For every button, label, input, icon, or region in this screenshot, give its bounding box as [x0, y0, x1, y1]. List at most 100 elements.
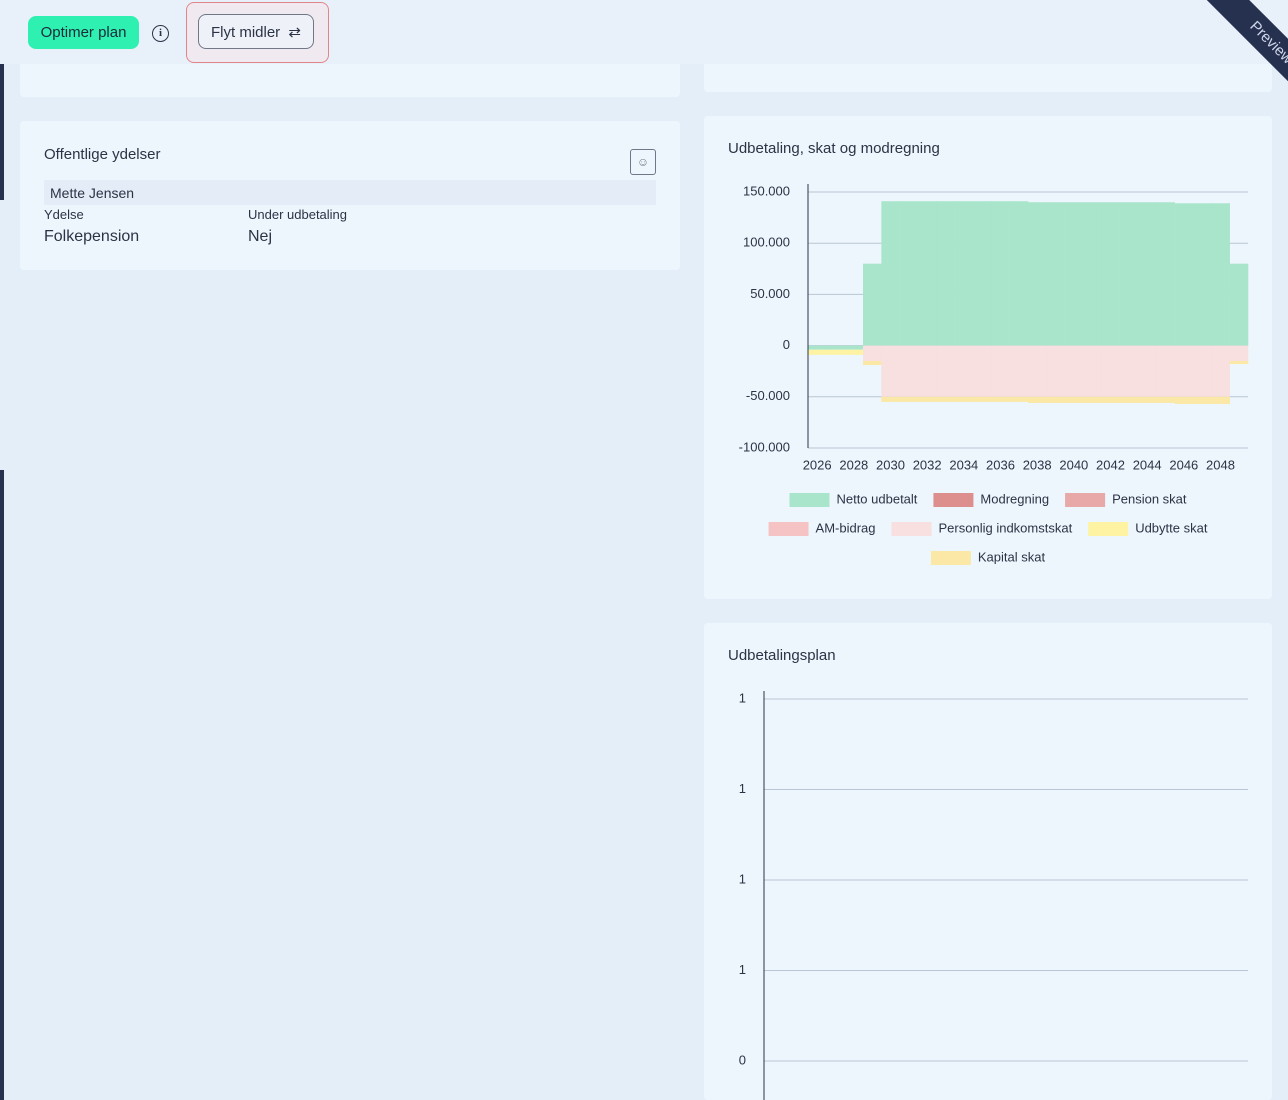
person-row: Mette Jensen: [44, 180, 656, 205]
bar-segment: [899, 201, 919, 346]
x-tick-label: 2034: [949, 457, 978, 472]
bar-segment: [1046, 396, 1065, 403]
toolbar: Optimer plan i Flyt midler ⇄: [0, 0, 1288, 64]
bar-segment: [1119, 396, 1139, 403]
legend-label: Modregning: [980, 491, 1049, 506]
x-tick-label: 2032: [913, 457, 942, 472]
bar-segment: [1119, 202, 1139, 346]
legend-swatch: [933, 493, 974, 507]
chart-card: Udbetalingsplan 1 1 1 1 0: [704, 623, 1272, 1100]
x-tick-label: 2046: [1169, 457, 1198, 472]
highlight-box: Flyt midler ⇄: [186, 2, 329, 63]
bar-segment: [1101, 202, 1120, 346]
person-name: Mette Jensen: [50, 185, 135, 201]
bar-segment: [1138, 202, 1157, 346]
bar-segment: [1174, 396, 1194, 404]
chart-card: Udbetaling, skat og modregning 150.000 10…: [704, 116, 1272, 599]
cell: Nej: [248, 228, 273, 245]
legend-label: Udbytte skat: [1135, 520, 1208, 535]
y-tick-label: 100.000: [743, 235, 790, 250]
legend-swatch: [930, 551, 971, 565]
bar-segment: [1009, 396, 1029, 402]
bar-segment: [899, 345, 919, 397]
x-tick-label: 2036: [986, 457, 1015, 472]
legend-swatch: [1088, 522, 1129, 536]
bar-segment: [1028, 396, 1047, 403]
bar-segment: [954, 201, 974, 346]
x-tick-label: 2026: [803, 457, 832, 472]
legend-label: Netto udbetalt: [836, 491, 917, 506]
bar-segment: [1193, 396, 1212, 404]
optimize-button[interactable]: Optimer plan: [28, 16, 139, 49]
button-label: Flyt midler: [211, 24, 281, 41]
legend-label: Personlig indkomstskat: [939, 520, 1073, 535]
bar-segment: [1211, 203, 1230, 346]
chart-title: Udbetaling, skat og modregning: [728, 140, 940, 157]
bar-segment: [936, 345, 955, 397]
bar-segment: [1174, 345, 1194, 397]
bar-segment: [918, 201, 937, 346]
column-header: Ydelse: [44, 207, 84, 222]
y-tick-label: 50.000: [750, 286, 790, 301]
info-icon[interactable]: i: [152, 25, 169, 42]
bar-segment: [1193, 345, 1212, 397]
bar-segment: [1101, 396, 1120, 403]
move-funds-button[interactable]: Flyt midler ⇄: [198, 14, 314, 49]
bar-segment: [1046, 202, 1065, 346]
chart-title: Udbetalingsplan: [728, 647, 836, 664]
bar-segment: [1083, 202, 1102, 346]
legend-label: AM-bidrag: [816, 520, 876, 535]
bar-segment: [863, 360, 882, 366]
chart: Udbetalingsplan 1 1 1 1 0: [728, 647, 1248, 1100]
bar-segment: [844, 345, 864, 350]
bar-segment: [808, 345, 827, 350]
bar-segment: [936, 201, 955, 346]
bar-segment: [1156, 202, 1175, 346]
bar-segment: [1156, 396, 1175, 403]
bar-segment: [1193, 203, 1212, 346]
y-tick-label: 0: [739, 1052, 746, 1067]
bar-segment: [1229, 263, 1249, 346]
x-tick-label: 2048: [1206, 457, 1235, 472]
legend-label: Pension skat: [1112, 491, 1187, 506]
legend-swatch: [891, 522, 932, 536]
legend-swatch: [1065, 493, 1106, 507]
y-tick-label: 1: [739, 871, 746, 886]
bar-segment: [1083, 396, 1102, 403]
x-tick-label: 2042: [1096, 457, 1125, 472]
x-tick-label: 2040: [1059, 457, 1088, 472]
bar-segment: [973, 201, 992, 346]
bar-segment: [1046, 345, 1065, 397]
bar-segment: [1211, 396, 1230, 404]
bar-segment: [1229, 345, 1249, 361]
bar-segment: [1211, 345, 1230, 397]
benefits-card: Offentlige ydelser ☺ Mette Jensen Ydelse…: [20, 121, 680, 270]
bar-segment: [863, 263, 882, 346]
legend-swatch: [789, 493, 830, 507]
bar-segment: [1009, 201, 1029, 346]
bar-segment: [991, 396, 1010, 402]
bar-segment: [899, 396, 919, 402]
legend-label: Kapital skat: [978, 549, 1046, 564]
bar-segment: [1101, 345, 1120, 397]
column-header: Under udbetaling: [248, 207, 348, 222]
bar-segment: [1156, 345, 1175, 397]
legend-swatch: [768, 522, 809, 536]
bar-segment: [973, 396, 992, 402]
bar-segment: [1174, 203, 1194, 346]
bar-segment: [991, 201, 1010, 346]
x-tick-label: 2030: [876, 457, 905, 472]
y-tick-label: -50.000: [746, 388, 790, 403]
bar-segment: [881, 345, 900, 397]
bar-segment: [826, 345, 845, 350]
people-icon[interactable]: ☺: [630, 149, 656, 175]
card-title: Offentlige ydelser: [44, 146, 161, 163]
y-tick-label: 1: [739, 690, 746, 705]
bar-segment: [881, 396, 900, 402]
bar-segment: [918, 396, 937, 402]
bar-segment: [826, 349, 845, 355]
bar-segment: [881, 201, 900, 346]
y-tick-label: 1: [739, 962, 746, 977]
bar-segment: [1064, 202, 1084, 346]
